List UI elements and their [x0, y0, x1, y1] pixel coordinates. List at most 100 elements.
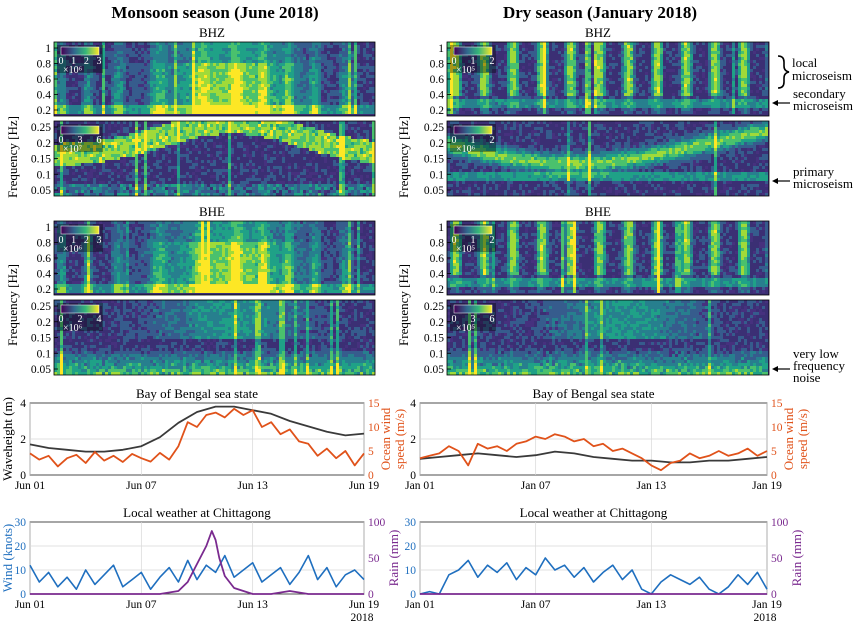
colorbar-left-bhe-high: [61, 226, 99, 234]
colorbar-tick: 2: [84, 56, 89, 67]
freq-tick-label: 0.8: [37, 238, 52, 250]
y-right-axis-label: speed (m/s): [795, 409, 810, 469]
colorbar-exponent: ×10⁶: [63, 244, 83, 255]
annotation-vlf-noise: very low frequency noise: [772, 346, 845, 385]
y-left-tick-label: 30: [15, 517, 27, 529]
freq-tick-label: 0.4: [37, 269, 52, 281]
right-bhe-label: BHE: [585, 204, 611, 219]
spectrogram-right-bhe-high: 10.80.60.40.20 1 2×10⁵: [430, 221, 769, 296]
y-left-tick-label: 10: [15, 565, 27, 577]
y-right-tick-label: 0: [368, 589, 374, 601]
freq-tick-label: 0.15: [424, 333, 444, 345]
freq-tick-label: 1: [45, 222, 51, 234]
colorbar-left-bhe-low: [61, 305, 99, 313]
x-tick-label: Jun 13: [237, 480, 268, 492]
spectrogram-right-bhz-high: 10.80.60.40.20 1 2×10⁵: [430, 42, 769, 117]
x-year-label: 2018: [351, 612, 374, 624]
y-left-tick-label: 0: [410, 470, 416, 482]
spectrogram-left-bhz-low: 0.250.20.150.10.050 3 6×10⁷: [31, 121, 375, 197]
colorbar-exponent: ×10⁵: [456, 244, 475, 255]
y-left-tick-label: 0: [410, 589, 416, 601]
freq-tick-label: 0.2: [37, 138, 52, 150]
freq-tick-label: 0.1: [37, 348, 52, 360]
figure: Monsoon season (June 2018) Dry season (J…: [0, 0, 858, 632]
freq-tick-label: 0.4: [37, 90, 52, 102]
x-tick-label: Jun 07: [126, 599, 157, 611]
freq-tick-label: 0.05: [31, 364, 51, 376]
freq-tick-label: 0.6: [37, 253, 52, 265]
colorbar-tick: 2: [490, 56, 495, 67]
y-right-tick-label: 5: [368, 446, 374, 458]
chart-title: Local weather at Chittagong: [520, 505, 668, 520]
y-left-axis-label: Wind (knots): [0, 524, 15, 592]
x-tick-label: Jan 07: [521, 599, 551, 611]
y-right-tick-label: 0: [368, 470, 374, 482]
annotation-vlf-line3: noise: [793, 370, 821, 385]
freq-tick-label: 0.2: [430, 105, 445, 117]
colorbar-exponent: ×10⁵: [456, 323, 475, 334]
y-left-tick-label: 10: [405, 565, 417, 577]
freq-tick-label: 0.8: [37, 59, 52, 71]
left-bhe-label: BHE: [199, 204, 225, 219]
y-right-tick-label: 50: [771, 553, 783, 565]
colorbar-tick: 2: [490, 235, 495, 246]
y-left-tick-label: 20: [15, 541, 27, 553]
freq-tick-label: 0.25: [31, 301, 51, 313]
right-bhe-freq-label: Frequency [Hz]: [396, 264, 411, 346]
right-column-title: Dry season (January 2018): [503, 3, 697, 22]
colorbar-tick: 6: [97, 135, 102, 146]
spectrogram-right-bhz-low: 0.250.20.150.10.050 1 2×10⁶: [424, 121, 769, 197]
freq-tick-label: 1: [438, 43, 444, 55]
colorbar-tick: 3: [97, 56, 102, 67]
y-left-tick-label: 2: [410, 434, 416, 446]
spectrogram-right-bhe-low: 0.250.20.150.10.050 3 6×10⁵: [424, 300, 769, 376]
freq-tick-label: 0.8: [430, 59, 445, 71]
y-right-tick-label: 0: [771, 589, 777, 601]
freq-tick-label: 0.2: [37, 317, 52, 329]
spectrogram-left-bhe-low: 0.250.20.150.10.050 2 4×10⁶: [31, 300, 375, 376]
y-left-tick-label: 4: [410, 398, 416, 410]
annotation-secondary-microseism: secondary microseism: [772, 86, 853, 113]
y-right-axis-label: Rain (mm): [789, 530, 804, 587]
x-tick-label: Jan 19: [752, 480, 782, 492]
colorbar-exponent: ×10⁶: [63, 323, 83, 334]
annotation-secondary-line2: microseism: [793, 98, 853, 113]
colorbar-right-bhz-high: [454, 47, 492, 55]
colorbar-tick: 4: [97, 314, 102, 325]
x-tick-label: Jun 07: [126, 480, 157, 492]
x-year-label: 2018: [754, 612, 777, 624]
colorbar-right-bhz-low: [454, 126, 492, 134]
freq-tick-label: 0.2: [37, 105, 52, 117]
colorbar-exponent: ×10⁶: [456, 144, 476, 155]
freq-tick-label: 0.8: [430, 238, 445, 250]
chart-title: Bay of Bengal sea state: [136, 386, 258, 401]
colorbar-left-bhz-high: [61, 47, 99, 55]
freq-tick-label: 0.05: [31, 185, 51, 197]
right-bhz-freq-label: Frequency [Hz]: [396, 116, 411, 198]
colorbar-exponent: ×10⁶: [63, 65, 83, 76]
y-left-tick-label: 0: [20, 589, 26, 601]
freq-tick-label: 0.15: [31, 333, 51, 345]
freq-tick-label: 0.15: [31, 154, 51, 166]
x-tick-label: Jun 19: [349, 599, 380, 611]
y-left-axis-label: Waveheight (m): [0, 397, 15, 481]
freq-tick-label: 0.25: [31, 122, 51, 134]
freq-tick-label: 0.2: [430, 138, 445, 150]
y-left-tick-label: 30: [405, 517, 417, 529]
spectrogram-left-bhz-high: 10.80.60.40.20 1 2 3×10⁶: [37, 42, 375, 117]
colorbar-left-bhz-low: [61, 126, 99, 134]
freq-tick-label: 0.2: [430, 284, 445, 296]
freq-tick-label: 0.05: [424, 185, 444, 197]
left-bhz-label: BHZ: [199, 25, 225, 40]
x-tick-label: Jan 13: [636, 599, 666, 611]
freq-tick-label: 0.15: [424, 154, 444, 166]
freq-tick-label: 0.1: [430, 169, 445, 181]
freq-tick-label: 0.6: [430, 74, 445, 86]
freq-tick-label: 0.6: [430, 253, 445, 265]
x-tick-label: Jun 19: [349, 480, 380, 492]
freq-tick-label: 0.1: [430, 348, 445, 360]
y-right-axis-label: speed (m/s): [392, 409, 407, 469]
